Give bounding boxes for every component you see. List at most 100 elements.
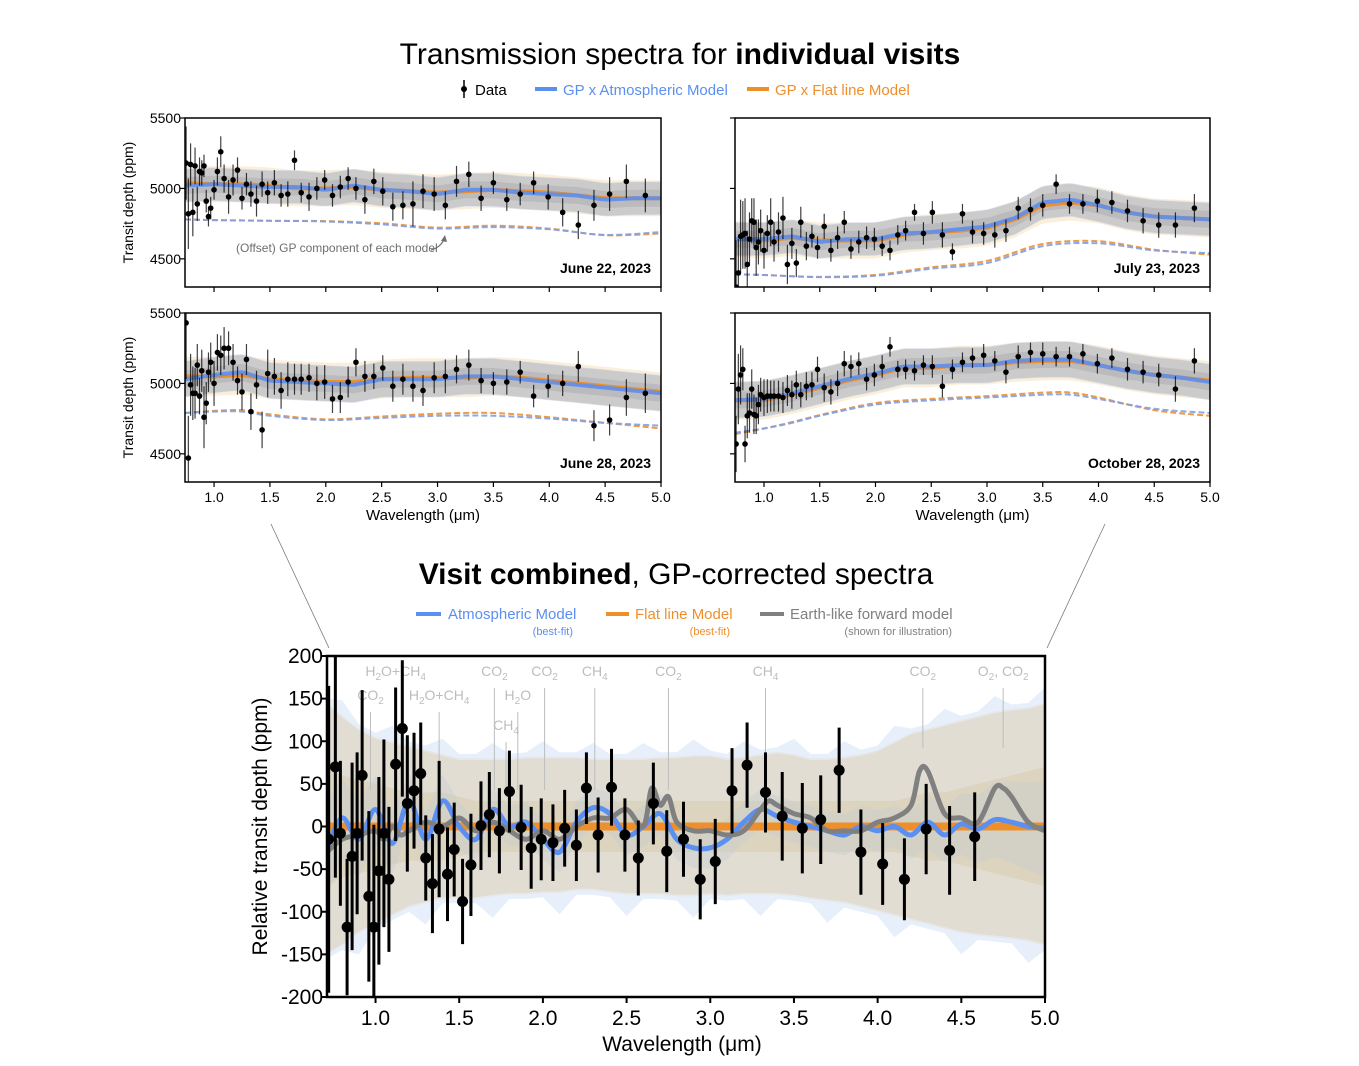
data-point (809, 233, 815, 240)
data-point (775, 229, 782, 235)
data-point (284, 191, 291, 197)
data-point (767, 219, 774, 226)
axes-frame (184, 312, 662, 483)
x-tick-label: 4.0 (863, 1007, 892, 1030)
data-point (346, 850, 358, 862)
molecule-text: CO (531, 663, 552, 679)
data-point (776, 810, 788, 822)
data-point (517, 369, 524, 375)
molecule-subscript: 4 (602, 672, 608, 683)
data-point (466, 171, 472, 178)
data-point (993, 0, 1004, 6)
data-point (1003, 227, 1009, 234)
data-point (410, 201, 416, 207)
data-point (771, 239, 777, 245)
y-tick-label: -100 (281, 901, 323, 924)
data-point (771, 393, 777, 399)
y-tick-label: 50 (300, 773, 323, 796)
plot-area (185, 313, 661, 482)
molecule-text: H (365, 663, 375, 679)
molecule-label: CH4 (753, 663, 779, 683)
data-point (1039, 351, 1046, 357)
data-point (559, 209, 566, 216)
gp-atmo-dashed-line (735, 241, 1210, 279)
molecule-label: CH4 (582, 663, 608, 683)
data-marker-icon (461, 86, 467, 92)
data-point (483, 809, 495, 821)
x-tick-label: 4.0 (540, 489, 560, 505)
data-point (408, 785, 420, 797)
y-tick-label: -150 (281, 943, 323, 966)
molecule-text: CO (481, 663, 502, 679)
data-point (709, 855, 721, 867)
data-point (465, 859, 477, 871)
data-point (225, 194, 232, 200)
data-point (225, 345, 232, 352)
axes-frame (184, 117, 662, 288)
x-tick-label: 1.0 (754, 489, 774, 505)
bottom-title-regular: , GP-corrected spectra (632, 558, 934, 591)
data-point (535, 833, 547, 845)
data-point (410, 383, 416, 390)
data-point (821, 223, 828, 230)
legend-sub-atmo: (best-fit) (533, 626, 573, 638)
data-point (959, 210, 966, 217)
molecule-subscript: 2 (375, 672, 381, 683)
data-point (314, 185, 320, 192)
data-point (746, 410, 753, 416)
data-point (623, 394, 630, 401)
data-point (390, 758, 402, 770)
data-point (929, 363, 936, 370)
data-point (259, 181, 265, 187)
data-point (753, 413, 759, 419)
data-point (517, 191, 524, 197)
x-tick-label: 5.0 (651, 489, 671, 505)
bottom-title-bold: Visit combined (419, 558, 632, 591)
data-point (1027, 349, 1034, 356)
bottom-legend: Atmospheric Model (best-fit) Flat line M… (416, 606, 953, 638)
data-point (329, 396, 336, 402)
data-point (217, 149, 224, 155)
data-point (187, 161, 194, 168)
data-point (362, 373, 368, 380)
data-point (378, 827, 390, 839)
molecule-text: O+CH (381, 663, 420, 679)
data-point (661, 845, 673, 857)
data-point (478, 195, 484, 202)
data-point (525, 842, 537, 854)
x-tick-label: 3.5 (779, 1007, 808, 1030)
data-point (243, 181, 250, 187)
data-point (740, 366, 746, 373)
data-point (194, 201, 201, 207)
y-tick-label: 5000 (150, 180, 181, 196)
panel-june-22: 4500 5000 5500 Transit depth (ppm) June 22, … (120, 110, 662, 292)
data-point (1015, 353, 1022, 360)
data-point (230, 177, 236, 183)
y-axis-label: Transit depth (ppm) (120, 142, 136, 264)
data-point (396, 722, 408, 734)
data-point (789, 391, 795, 398)
x-tick-label: 4.5 (595, 489, 615, 505)
legend-item-atmo: GP x Atmospheric Model (535, 82, 728, 99)
top-title-regular: Transmission spectra for (400, 38, 736, 71)
data-point (278, 387, 284, 394)
data-point (591, 202, 597, 209)
x-tick-label: 4.0 (1089, 489, 1109, 505)
data-point (992, 358, 998, 364)
data-point (735, 441, 739, 447)
data-point (848, 246, 854, 252)
data-point (623, 178, 630, 185)
y-tick-label: 5500 (150, 110, 181, 126)
data-point (911, 367, 918, 374)
data-point (207, 359, 214, 366)
data-point (545, 194, 551, 200)
data-point (356, 769, 368, 781)
panel-october-28: 1.0 1.5 2.0 2.5 3.0 3.5 4.0 4.5 5.0 Wavelength (μ… (730, 312, 1220, 524)
x-tick-label: 2.5 (612, 1007, 641, 1030)
data-point (1003, 369, 1009, 375)
x-tick-label: 3.5 (484, 489, 504, 505)
data-point (1094, 360, 1101, 367)
x-tick-label: 1.0 (204, 489, 224, 505)
data-point (793, 260, 800, 266)
data-point (1053, 181, 1059, 187)
